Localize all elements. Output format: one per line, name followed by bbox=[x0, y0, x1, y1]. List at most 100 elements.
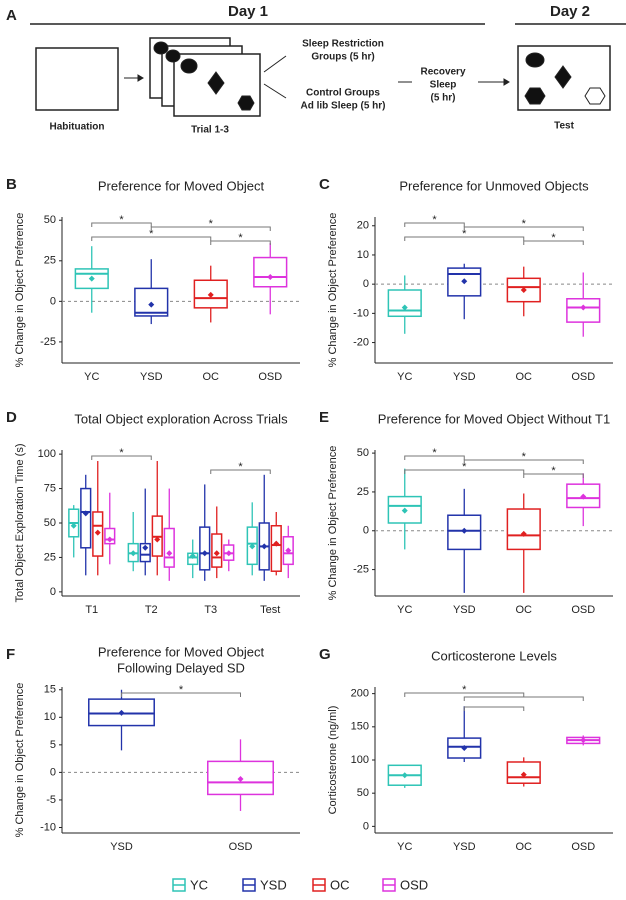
significance-bracket bbox=[404, 236, 525, 241]
x-tick-label: YC bbox=[84, 371, 99, 383]
y-tick-label: 10 bbox=[357, 249, 369, 261]
significance-label: * bbox=[462, 461, 467, 473]
mean-marker bbox=[166, 550, 173, 557]
significance-bracket bbox=[150, 226, 271, 231]
diagram: A Day 1 Day 2 Habituation Trial 1-3 Slee… bbox=[6, 3, 626, 136]
significance-bracket bbox=[121, 692, 241, 697]
significance-bracket bbox=[404, 455, 465, 460]
y-tick-label: 0 bbox=[363, 278, 369, 290]
significance-label: * bbox=[462, 684, 467, 696]
day-label: Day 1 bbox=[228, 3, 268, 20]
y-tick-label: 0 bbox=[50, 766, 56, 778]
diagram-text: Recovery bbox=[420, 67, 465, 78]
significance-bracket bbox=[463, 696, 584, 701]
arrow-head bbox=[137, 74, 144, 82]
panel: G Corticosterone Levels Corticosterone (ng… bbox=[319, 646, 613, 853]
x-tick-label: YSD bbox=[453, 841, 476, 853]
y-tick-label: 0 bbox=[50, 295, 56, 307]
y-tick-label: 100 bbox=[38, 448, 56, 460]
mean-marker bbox=[401, 772, 408, 779]
chart-title: Preference for Moved Object Without T1 bbox=[378, 411, 610, 426]
x-tick-label: YSD bbox=[453, 371, 476, 383]
box bbox=[104, 527, 116, 545]
mean-marker bbox=[201, 550, 208, 557]
mean-marker bbox=[118, 709, 125, 716]
box bbox=[387, 495, 422, 524]
mean-marker bbox=[237, 776, 244, 783]
diagram-text: Groups (5 hr) bbox=[311, 52, 374, 63]
chart-title: Preference for Unmoved Objects bbox=[399, 178, 589, 193]
mean-marker bbox=[207, 291, 214, 298]
object bbox=[153, 41, 169, 55]
significance-label: * bbox=[238, 461, 243, 473]
significance-label: * bbox=[522, 451, 527, 463]
y-axis-label: % Change in Object Preference bbox=[14, 683, 26, 838]
x-tick-label: YC bbox=[397, 841, 412, 853]
x-tick-label: OSD bbox=[258, 371, 282, 383]
y-tick-label: 200 bbox=[351, 688, 369, 700]
diagram-text: Habituation bbox=[50, 122, 105, 133]
arrow-head bbox=[503, 78, 510, 86]
significance-label: * bbox=[119, 214, 124, 226]
mean-marker bbox=[273, 540, 280, 547]
x-tick-label: OSD bbox=[571, 604, 595, 616]
mean-marker bbox=[580, 304, 587, 311]
mean-marker bbox=[261, 543, 268, 550]
significance-label: * bbox=[551, 232, 556, 244]
legend-label: YSD bbox=[260, 877, 287, 892]
y-tick-label: -20 bbox=[353, 336, 369, 348]
panel-label: D bbox=[6, 409, 17, 426]
significance-label: * bbox=[432, 214, 437, 226]
x-tick-label: OC bbox=[203, 371, 220, 383]
box bbox=[80, 487, 92, 549]
diagram-text: Control Groups bbox=[306, 88, 380, 99]
arrow bbox=[263, 55, 287, 73]
y-tick-label: 50 bbox=[44, 517, 56, 529]
y-tick-label: -5 bbox=[46, 794, 56, 806]
y-tick-label: -10 bbox=[40, 821, 56, 833]
x-tick-label: YSD bbox=[453, 604, 476, 616]
legend-label: YC bbox=[190, 877, 208, 892]
y-tick-label: 20 bbox=[357, 220, 369, 232]
y-tick-label: 50 bbox=[357, 447, 369, 459]
y-axis-label: Total Object Exploration Time (s) bbox=[14, 444, 26, 603]
legend-label: OSD bbox=[400, 877, 428, 892]
panel: D Total Object exploration Across Trials T… bbox=[6, 409, 300, 616]
y-tick-label: 15 bbox=[44, 684, 56, 696]
mean-marker bbox=[580, 737, 587, 744]
significance-bracket bbox=[463, 706, 525, 711]
object bbox=[524, 87, 546, 105]
significance-bracket bbox=[91, 236, 212, 241]
panel-label: G bbox=[319, 646, 331, 663]
mean-marker bbox=[70, 522, 77, 529]
object bbox=[165, 49, 181, 63]
y-tick-label: 75 bbox=[44, 482, 56, 494]
x-tick-label: OC bbox=[516, 371, 533, 383]
mean-marker bbox=[520, 530, 527, 537]
box bbox=[270, 525, 282, 572]
significance-bracket bbox=[91, 455, 152, 460]
y-tick-label: 100 bbox=[351, 754, 369, 766]
mean-marker bbox=[213, 550, 220, 557]
x-tick-label: YC bbox=[397, 604, 412, 616]
diagram-text: (5 hr) bbox=[431, 93, 456, 104]
mean-marker bbox=[154, 536, 161, 543]
y-tick-label: 150 bbox=[351, 721, 369, 733]
box bbox=[387, 289, 422, 318]
panel-label: B bbox=[6, 176, 17, 193]
box bbox=[199, 526, 211, 571]
y-tick-label: -25 bbox=[40, 336, 56, 348]
significance-label: * bbox=[522, 218, 527, 230]
object bbox=[180, 58, 198, 74]
y-tick-label: 10 bbox=[44, 711, 56, 723]
mean-marker bbox=[94, 529, 101, 536]
x-tick-label: T3 bbox=[204, 604, 217, 616]
arena bbox=[517, 45, 611, 111]
significance-bracket bbox=[91, 222, 152, 227]
significance-bracket bbox=[210, 240, 271, 245]
mean-marker bbox=[225, 550, 232, 557]
mean-marker bbox=[461, 745, 468, 752]
y-tick-label: 0 bbox=[363, 525, 369, 537]
